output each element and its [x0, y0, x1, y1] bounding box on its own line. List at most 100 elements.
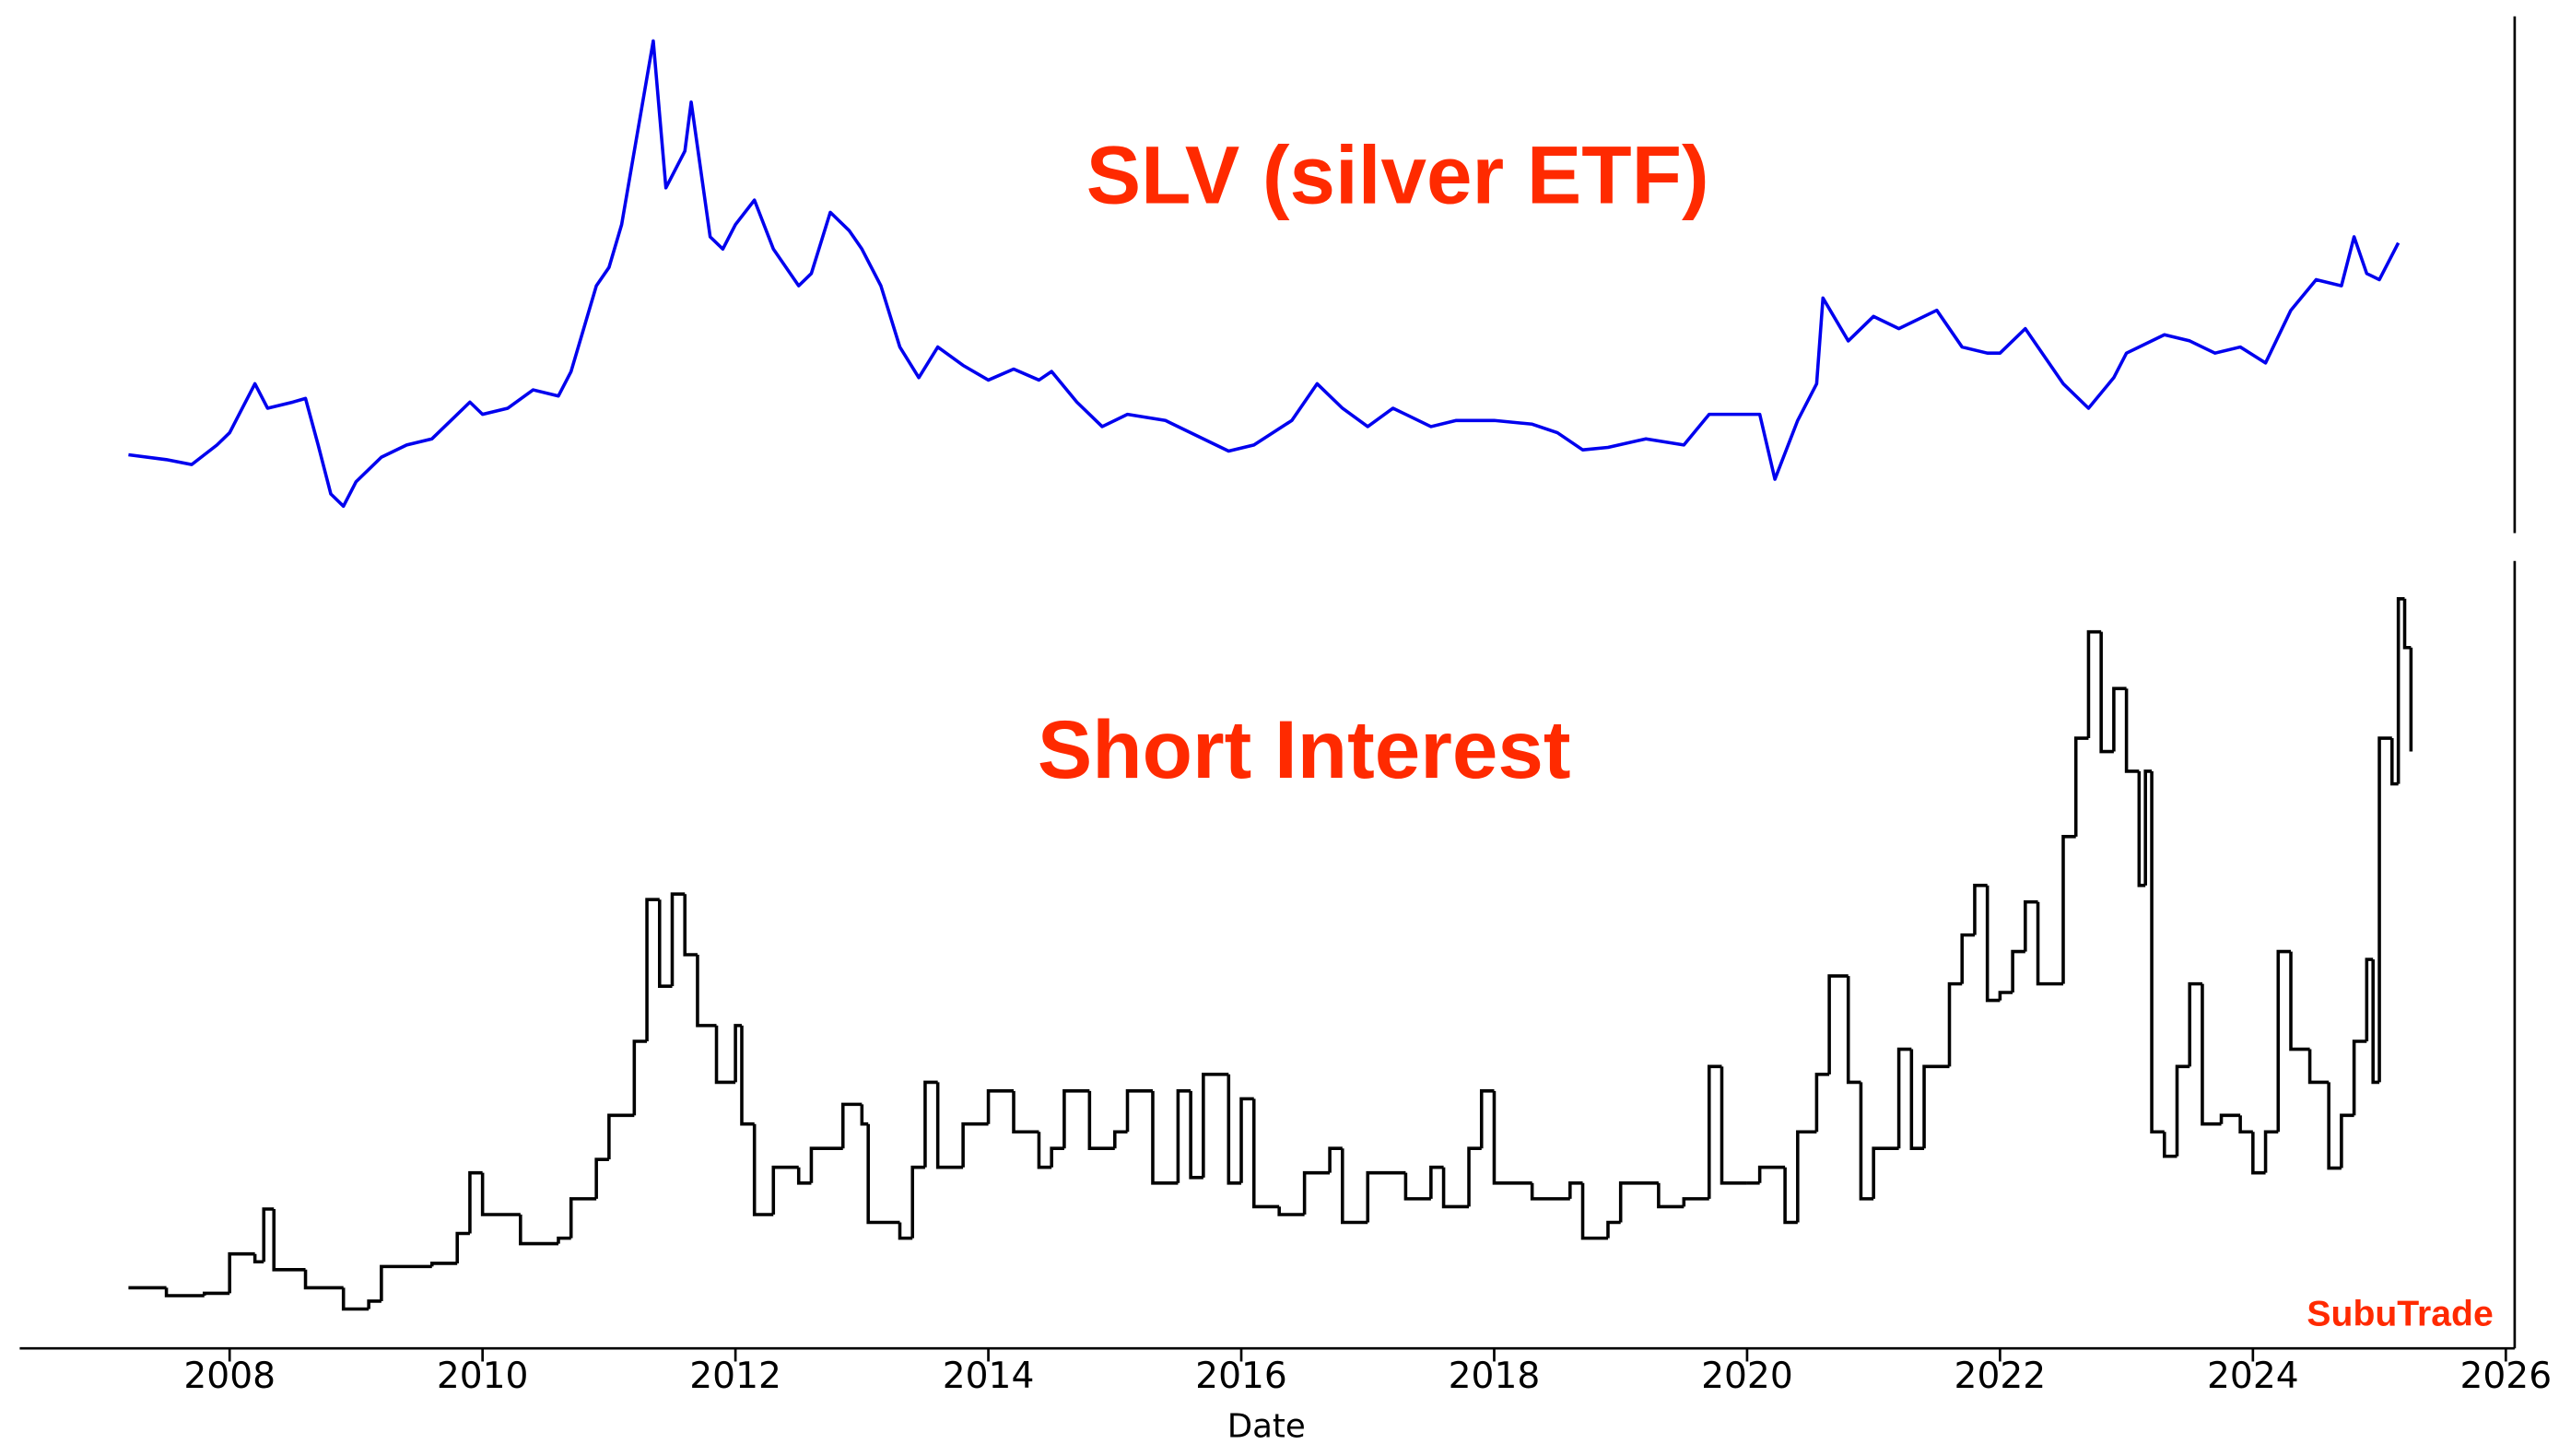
step-segment [1492, 1090, 1532, 1185]
step-segment [429, 1262, 458, 1267]
step-segment [1125, 1089, 1153, 1133]
step-segment [1947, 981, 1963, 1067]
step-segment [1720, 1066, 1747, 1185]
step-segment [1429, 1165, 1444, 1199]
step-segment [380, 1264, 432, 1301]
step-segment [752, 1123, 774, 1216]
step-segment [1302, 1170, 1331, 1215]
step-segment [2112, 687, 2127, 752]
step-segment [657, 899, 673, 988]
step-segment [1467, 1146, 1482, 1207]
step-segment [1909, 1049, 1925, 1150]
step-segment [2099, 631, 2114, 754]
step-segment [1050, 1146, 1064, 1168]
step-segment [1113, 1130, 1128, 1149]
step-segment [898, 1222, 913, 1240]
x-axis-label: Date [1227, 1407, 1306, 1445]
x-tick-label: 2022 [1954, 1356, 2047, 1397]
step-segment [2175, 1064, 2190, 1157]
step-segment [809, 1146, 843, 1183]
step-segment [252, 1253, 264, 1264]
step-segment [961, 1121, 989, 1168]
step-segment [1682, 1197, 1709, 1207]
step-segment [1441, 1167, 1470, 1209]
step-segment [164, 1287, 205, 1297]
step-segment [341, 1287, 370, 1311]
step-segment [1796, 1130, 1817, 1223]
step-segment [2307, 1049, 2330, 1085]
step-segment [2352, 1039, 2367, 1116]
step-segment [866, 1123, 900, 1225]
step-segment [1151, 1090, 1179, 1185]
step-segment [1757, 1165, 1786, 1183]
step-segment [468, 1170, 483, 1234]
step-segment [272, 1208, 306, 1272]
step-segment [228, 1251, 255, 1294]
step-segment [2402, 598, 2412, 650]
watermark: SubuTrade [2307, 1294, 2493, 1333]
x-tick-label: 2016 [1195, 1356, 1287, 1397]
step-segment [2238, 1115, 2253, 1134]
step-segment [1872, 1146, 1899, 1199]
step-segment [696, 955, 717, 1027]
step-segment [1012, 1090, 1039, 1134]
chart-title: SLV (silver ETF) [1086, 129, 1709, 221]
step-segment [860, 1104, 869, 1126]
step-segment [714, 1025, 736, 1085]
step-segment [1973, 884, 1988, 935]
step-segment [1998, 991, 2013, 1001]
x-tick-label: 2012 [689, 1356, 781, 1397]
step-segment [1328, 1146, 1343, 1173]
step-segment [2188, 981, 2202, 1067]
step-segment [1277, 1206, 1305, 1216]
step-segment [594, 1157, 609, 1199]
step-segment [2219, 1113, 2241, 1124]
step-segment [632, 1039, 648, 1116]
step-segment [557, 1236, 571, 1244]
step-segment [2251, 1132, 2266, 1175]
step-segment [2061, 835, 2076, 984]
step-segment [455, 1231, 470, 1263]
step-segment [910, 1165, 925, 1239]
step-segment [2086, 629, 2102, 739]
step-segment [1251, 1098, 1280, 1209]
step-segment [2150, 770, 2165, 1134]
price-line [128, 39, 2401, 509]
step-segment [262, 1207, 275, 1262]
step-segment [1846, 976, 1861, 1085]
step-segment [1606, 1220, 1621, 1239]
step-segment [2276, 949, 2292, 1133]
step-segment [1341, 1148, 1368, 1225]
x-tick-label: 2020 [1701, 1356, 1793, 1397]
step-segment [1239, 1097, 1254, 1183]
step-segment [519, 1214, 558, 1246]
step-segment [2289, 951, 2310, 1051]
step-segment [303, 1269, 344, 1290]
step-segment [1479, 1089, 1495, 1149]
step-segment [923, 1080, 938, 1168]
step-segment [2263, 1130, 2279, 1173]
step-segment [1657, 1182, 1684, 1209]
step-segment [367, 1299, 382, 1309]
step-segment [2124, 688, 2140, 773]
step-segment [2201, 983, 2222, 1126]
x-tick-label: 2026 [2459, 1356, 2552, 1397]
step-segment [1960, 933, 1975, 984]
step-segment [1859, 1082, 1874, 1201]
x-tick-label: 2014 [943, 1356, 1035, 1397]
step-segment [607, 1113, 635, 1160]
x-tick-label: 2010 [437, 1356, 529, 1397]
step-segment [1062, 1089, 1090, 1149]
step-segment [986, 1089, 1015, 1124]
step-segment [1618, 1181, 1659, 1223]
step-segment [1530, 1182, 1570, 1201]
step-segment [2137, 770, 2146, 887]
step-segment [1037, 1132, 1052, 1169]
step-segment [1985, 885, 2001, 1003]
step-segment [1227, 1074, 1242, 1185]
step-segment [1176, 1089, 1191, 1183]
step-segment [2327, 1082, 2342, 1170]
step-segment [202, 1291, 230, 1296]
